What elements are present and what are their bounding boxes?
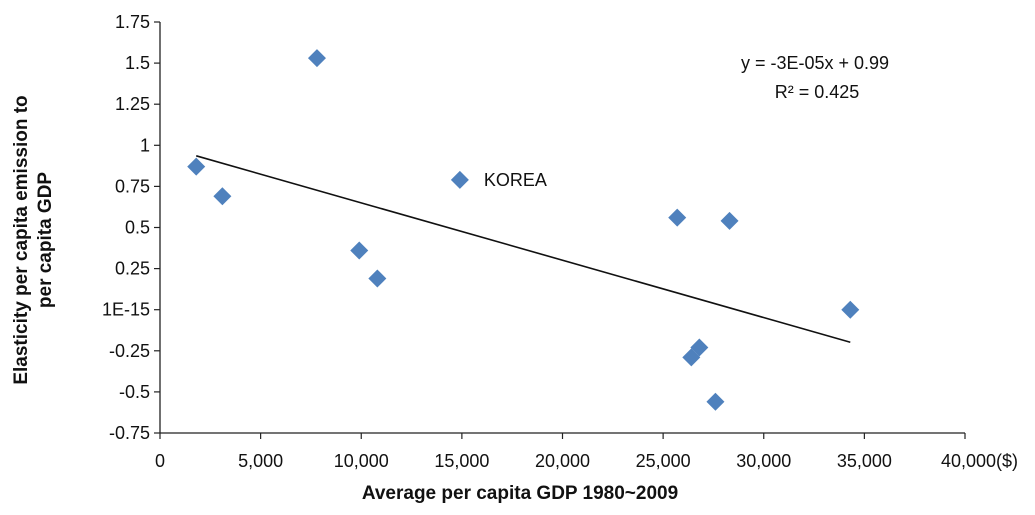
x-ticks: 0 5,000 10,000 15,000 20,000 25,000 30,000 35,0… [155, 433, 1018, 471]
y-axis-title-line-1: Elasticity per capita emission to [11, 95, 32, 384]
x-tick-label: 25,000 [636, 451, 691, 471]
data-point [213, 187, 232, 206]
y-tick-label: 0.5 [125, 218, 150, 238]
x-tick-label: 5,000 [238, 451, 283, 471]
y-axis: 1.75 1.5 1.25 1 0.75 0.5 0.25 1E-15 -0.25 -0.5 -0.… [102, 12, 161, 443]
y-tick-label: -0.25 [109, 341, 150, 361]
y-tick-label: 1.5 [125, 53, 150, 73]
y-tick-label: -0.5 [119, 382, 150, 402]
trendline-equation: y = -3E-05x + 0.99 [741, 53, 889, 73]
x-tick-label: 10,000 [334, 451, 389, 471]
x-tick-label: 30,000 [736, 451, 791, 471]
r-squared-label: R² = 0.425 [775, 82, 860, 102]
data-point [706, 392, 725, 411]
data-point [841, 300, 860, 319]
y-axis-title-line-2: per capita GDP [35, 172, 56, 309]
data-points [187, 49, 860, 411]
point-label-korea: KOREA [484, 170, 547, 190]
x-tick-label: 20,000 [535, 451, 590, 471]
data-point [668, 208, 687, 227]
data-point [307, 49, 326, 68]
y-tick-label: 1E-15 [102, 300, 150, 320]
x-tick-label: 15,000 [434, 451, 489, 471]
y-axis-title: Elasticity per capita emission to per ca… [11, 95, 56, 384]
y-tick-label: 0.75 [115, 176, 150, 196]
x-axis-title: Average per capita GDP 1980~2009 [362, 483, 678, 504]
x-axis: 0 5,000 10,000 15,000 20,000 25,000 30,000 35,0… [155, 432, 1018, 471]
data-point [450, 170, 469, 189]
data-point [368, 269, 387, 288]
y-tick-label: 1 [140, 135, 150, 155]
y-tick-label: 1.25 [115, 94, 150, 114]
data-point [690, 338, 709, 357]
y-tick-label: 0.25 [115, 259, 150, 279]
data-point [720, 211, 739, 230]
x-tick-label: 40,000($) [941, 451, 1018, 471]
data-point [187, 157, 206, 176]
data-point [350, 241, 369, 260]
y-tick-label: 1.75 [115, 12, 150, 32]
trendline [196, 155, 851, 344]
y-ticks: 1.75 1.5 1.25 1 0.75 0.5 0.25 1E-15 -0.25 -0.5 -0.… [102, 12, 160, 443]
x-tick-label: 0 [155, 451, 165, 471]
y-tick-label: -0.75 [109, 423, 150, 443]
x-tick-label: 35,000 [837, 451, 892, 471]
